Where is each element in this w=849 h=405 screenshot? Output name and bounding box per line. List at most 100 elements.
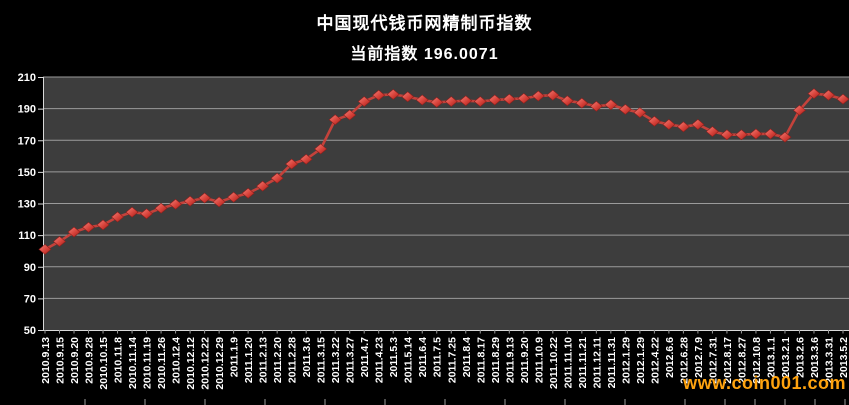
y-axis-label: 50 — [24, 325, 36, 337]
x-axis-label: 2011.2.20 — [272, 337, 284, 383]
y-axis-label: 210 — [18, 72, 36, 84]
y-axis-label: 150 — [18, 167, 36, 179]
x-axis-label: 2013.3.6 — [809, 337, 821, 378]
x-axis-label: 2011.12.11 — [591, 337, 603, 389]
x-axis-label: 2011.4.23 — [374, 337, 386, 383]
data-point-marker — [662, 119, 676, 130]
data-point-marker — [444, 96, 458, 107]
x-axis-label: 2010.11.14 — [127, 337, 139, 389]
x-axis-label: 2011.1.9 — [229, 337, 241, 377]
data-point-marker — [357, 96, 371, 107]
data-point-marker — [212, 196, 226, 208]
x-axis-label: 2011.10.22 — [548, 337, 560, 389]
x-axis-label: 2012.7.9 — [693, 337, 705, 378]
bottom-frame-ticks — [84, 399, 846, 405]
x-axis-label: 2010.9.13 — [40, 337, 52, 384]
x-axis-label: 2012.8.27 — [736, 337, 748, 384]
x-axis-label: 2013.3.31 — [823, 337, 835, 384]
data-point-marker — [96, 219, 110, 231]
data-point-marker — [618, 104, 632, 115]
x-axis-label: 2010.12.12 — [185, 337, 197, 390]
data-point-marker — [328, 114, 342, 126]
data-point-marker — [67, 226, 81, 238]
data-point-marker — [256, 180, 270, 192]
data-point-marker — [647, 115, 661, 127]
data-point-marker — [430, 96, 444, 108]
y-axis-label: 90 — [24, 262, 36, 274]
x-axis-label: 2011.4.7 — [359, 337, 371, 377]
x-axis-label: 2010.12.4 — [171, 337, 183, 384]
data-point-marker — [154, 202, 168, 214]
x-axis-label: 2012.1.29 — [635, 337, 647, 384]
data-point-marker — [198, 192, 212, 204]
x-axis-label: 2013.2.1 — [780, 337, 792, 378]
data-point-marker — [125, 206, 139, 218]
x-axis-label: 2010.9.15 — [55, 337, 67, 384]
data-point-marker — [778, 131, 792, 143]
data-point-marker — [473, 96, 487, 107]
x-axis-label: 2012.4.22 — [649, 337, 661, 384]
x-axis-label: 2010.12.29 — [214, 337, 226, 390]
data-point-markers — [38, 88, 849, 255]
x-axis-label: 2011.3.6 — [301, 337, 313, 377]
x-axis-label: 2012.1.29 — [620, 337, 632, 384]
data-point-marker — [241, 187, 255, 199]
data-point-marker — [401, 91, 415, 103]
chart-subtitle: 当前指数 196.0071 — [350, 46, 499, 63]
x-axis-label: 2011.2.28 — [287, 337, 299, 383]
data-point-marker — [314, 143, 328, 155]
data-point-marker — [386, 89, 400, 100]
x-axis-label: 2010.10.15 — [98, 337, 110, 390]
data-point-marker — [183, 195, 197, 207]
axes: 50 70 90 110 130 150 170 190 210 — [18, 72, 849, 337]
x-axis-label: 2010.11.8 — [113, 337, 125, 383]
x-axis-label: 2011.3.27 — [345, 337, 357, 383]
x-axis-label: 2012.7.31 — [707, 337, 719, 384]
data-point-marker — [807, 88, 821, 99]
x-axis-label: 2011.8.17 — [475, 337, 487, 383]
data-point-marker — [502, 93, 516, 105]
chart-title: 中国现代钱币网精制币指数 — [316, 14, 533, 33]
data-point-marker — [560, 95, 574, 107]
x-axis-label: 2012.6.6 — [664, 337, 676, 378]
data-point-marker — [749, 128, 763, 140]
x-axis-label: 2011.7.25 — [446, 337, 458, 383]
data-point-marker — [111, 211, 125, 223]
x-axis-label: 2010.9.20 — [69, 337, 81, 384]
data-point-marker — [822, 89, 835, 101]
data-point-marker — [53, 236, 66, 247]
y-axis-label: 130 — [18, 199, 36, 211]
data-point-marker — [633, 107, 647, 118]
data-point-marker — [227, 191, 241, 203]
data-point-marker — [763, 128, 777, 140]
x-axis-label: 2011.5.3 — [388, 337, 400, 377]
data-point-marker — [734, 129, 748, 141]
x-axis-label: 2011.2.13 — [258, 337, 270, 383]
data-point-marker — [169, 198, 183, 210]
x-axis-label: 2010.11.19 — [142, 337, 154, 389]
data-point-marker — [38, 243, 52, 255]
data-point-marker — [705, 126, 719, 137]
gridlines — [43, 76, 849, 299]
data-point-marker — [676, 121, 690, 133]
x-axis-label: 2011.8.29 — [490, 337, 502, 383]
x-axis-label: 2010.12.22 — [200, 337, 212, 390]
data-point-marker — [82, 221, 95, 233]
x-axis-label: 2013.2.6 — [794, 337, 806, 378]
y-axis-label: 70 — [24, 293, 36, 305]
y-axis-label: 170 — [18, 135, 36, 147]
x-axis-label: 2010.9.28 — [84, 337, 96, 384]
x-axis-label: 2011.9.20 — [519, 337, 531, 383]
data-point-marker — [285, 158, 299, 170]
data-point-marker — [140, 208, 154, 220]
x-axis-label: 2011.9.13 — [504, 337, 516, 383]
x-axis-label: 2011.3.15 — [316, 337, 328, 383]
x-axis-label: 2013.5.2 — [838, 337, 849, 378]
x-axis-label: 2011.5.14 — [403, 337, 415, 383]
data-point-marker — [531, 90, 545, 102]
x-axis-label: 2012.10.8 — [751, 337, 763, 384]
x-axis-label: 2011.11.10 — [562, 337, 574, 389]
x-axis-label: 2011.11.21 — [577, 337, 589, 389]
x-axis-labels: 2010.9.13 2010.9.15 2010.9.20 2010.9.28 2010… — [40, 337, 849, 390]
